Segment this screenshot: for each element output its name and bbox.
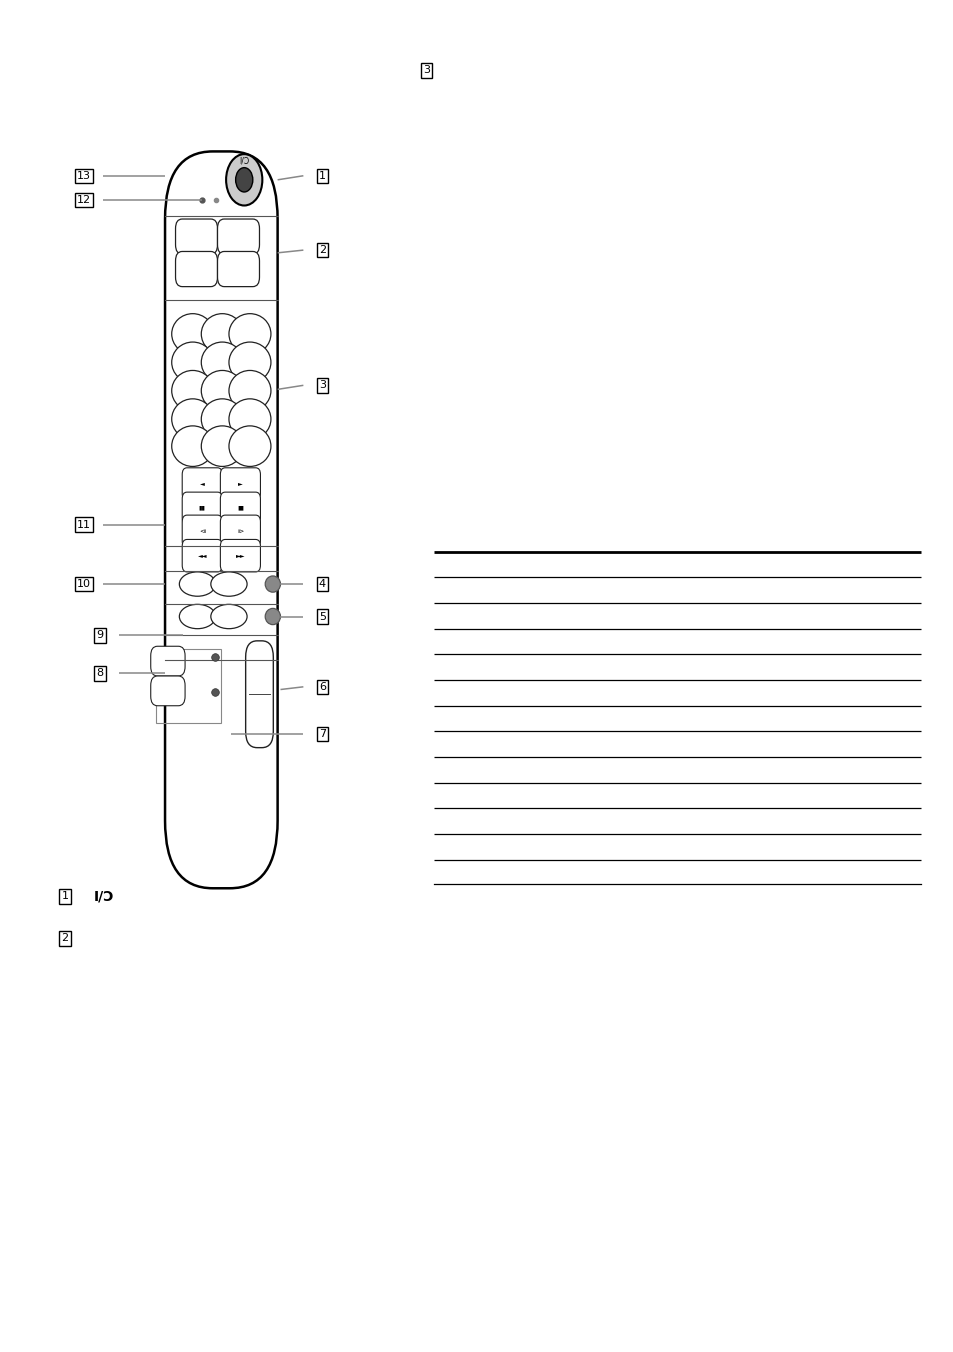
FancyBboxPatch shape	[182, 539, 222, 572]
Text: I/Ɔ: I/Ɔ	[239, 157, 249, 165]
Ellipse shape	[211, 604, 247, 629]
Ellipse shape	[265, 576, 280, 592]
Ellipse shape	[229, 370, 271, 411]
Text: 2: 2	[61, 933, 69, 944]
Text: 8: 8	[96, 668, 104, 679]
FancyBboxPatch shape	[220, 539, 260, 572]
Text: 1: 1	[61, 891, 69, 902]
FancyBboxPatch shape	[220, 492, 260, 525]
Ellipse shape	[201, 370, 243, 411]
Text: 3: 3	[422, 65, 430, 76]
Ellipse shape	[179, 572, 215, 596]
Circle shape	[235, 168, 253, 192]
FancyBboxPatch shape	[175, 219, 217, 254]
Ellipse shape	[172, 426, 213, 466]
Ellipse shape	[265, 608, 280, 625]
FancyBboxPatch shape	[182, 468, 222, 500]
Text: ◄◄: ◄◄	[197, 553, 207, 558]
Circle shape	[226, 154, 262, 206]
Ellipse shape	[201, 342, 243, 383]
Text: 2: 2	[318, 245, 326, 256]
FancyBboxPatch shape	[182, 492, 222, 525]
Text: ▮▮: ▮▮	[198, 506, 206, 511]
Ellipse shape	[172, 370, 213, 411]
Ellipse shape	[201, 314, 243, 354]
FancyBboxPatch shape	[220, 515, 260, 548]
Text: ⧏: ⧏	[199, 529, 205, 534]
Text: I/Ɔ: I/Ɔ	[93, 890, 113, 903]
FancyBboxPatch shape	[217, 219, 259, 254]
Ellipse shape	[229, 426, 271, 466]
FancyBboxPatch shape	[220, 468, 260, 500]
Text: 12: 12	[77, 195, 91, 206]
Text: 13: 13	[77, 170, 91, 181]
Ellipse shape	[172, 342, 213, 383]
Text: 6: 6	[318, 681, 326, 692]
Ellipse shape	[229, 342, 271, 383]
Ellipse shape	[179, 604, 215, 629]
Text: ⧐: ⧐	[237, 529, 243, 534]
Text: 1: 1	[318, 170, 326, 181]
Text: 11: 11	[77, 519, 91, 530]
FancyBboxPatch shape	[182, 515, 222, 548]
FancyBboxPatch shape	[151, 676, 185, 706]
Text: 4: 4	[318, 579, 326, 589]
Ellipse shape	[201, 399, 243, 439]
FancyBboxPatch shape	[246, 641, 274, 748]
Ellipse shape	[229, 314, 271, 354]
Text: ◄: ◄	[200, 481, 204, 487]
FancyBboxPatch shape	[165, 151, 277, 888]
Text: 10: 10	[77, 579, 91, 589]
Text: 9: 9	[96, 630, 104, 641]
Text: ►►: ►►	[235, 553, 245, 558]
Ellipse shape	[211, 572, 247, 596]
Text: 5: 5	[318, 611, 326, 622]
Ellipse shape	[172, 399, 213, 439]
Text: 7: 7	[318, 729, 326, 740]
FancyBboxPatch shape	[151, 646, 185, 676]
FancyBboxPatch shape	[217, 251, 259, 287]
FancyBboxPatch shape	[175, 251, 217, 287]
Text: ■: ■	[237, 506, 243, 511]
Text: 3: 3	[318, 380, 326, 391]
Ellipse shape	[229, 399, 271, 439]
Text: ►: ►	[238, 481, 242, 487]
Ellipse shape	[172, 314, 213, 354]
Ellipse shape	[201, 426, 243, 466]
